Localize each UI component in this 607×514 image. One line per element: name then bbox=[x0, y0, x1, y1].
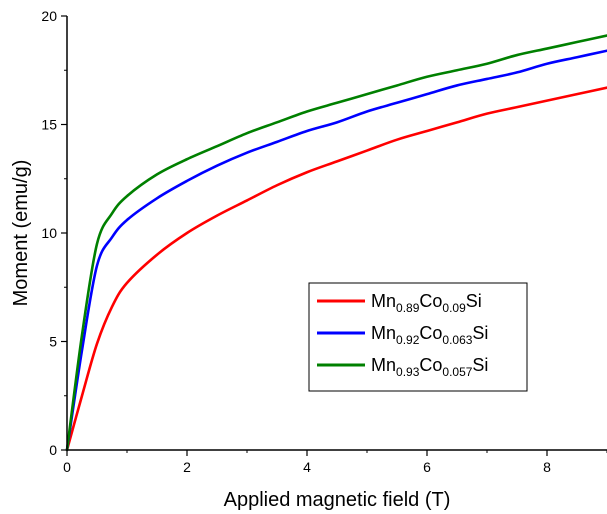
legend-subscript: 0.063 bbox=[442, 333, 472, 347]
y-tick-label: 5 bbox=[49, 334, 57, 350]
x-tick-label: 6 bbox=[423, 459, 431, 475]
series-line-1 bbox=[65, 86, 607, 452]
legend-text-part: Co bbox=[419, 355, 442, 375]
y-axis-title: Moment (emu/g) bbox=[10, 160, 32, 307]
legend-text-part: Si bbox=[472, 323, 488, 343]
x-tick-label: 8 bbox=[543, 459, 551, 475]
legend-subscript: 0.09 bbox=[442, 301, 466, 315]
legend-text-part: Si bbox=[466, 291, 482, 311]
series-line-3 bbox=[65, 34, 607, 452]
series-line-2 bbox=[65, 49, 607, 452]
x-axis-title: Applied magnetic field (T) bbox=[224, 489, 451, 511]
x-tick-label: 0 bbox=[63, 459, 71, 475]
y-tick-label: 10 bbox=[41, 225, 57, 241]
legend-subscript: 0.89 bbox=[396, 301, 420, 315]
legend-text-part: Mn bbox=[371, 323, 396, 343]
legend-text-part: Mn bbox=[371, 291, 396, 311]
legend-text-part: Mn bbox=[371, 355, 396, 375]
plot-area bbox=[65, 34, 607, 452]
legend: Mn0.89Co0.09SiMn0.92Co0.063SiMn0.93Co0.0… bbox=[308, 282, 528, 392]
legend-label: Mn0.92Co0.063Si bbox=[371, 323, 488, 347]
y-tick-label: 20 bbox=[41, 8, 57, 24]
axes: 0 2 4 6 8 0 5 10 15 20 bbox=[41, 8, 607, 475]
legend-subscript: 0.93 bbox=[396, 365, 420, 379]
legend-label: Mn0.89Co0.09Si bbox=[371, 291, 482, 315]
x-tick-label: 4 bbox=[303, 459, 311, 475]
legend-text-part: Co bbox=[419, 291, 442, 311]
y-tick-label: 0 bbox=[49, 442, 57, 458]
legend-text-part: Si bbox=[472, 355, 488, 375]
legend-label: Mn0.93Co0.057Si bbox=[371, 355, 488, 379]
y-tick-label: 15 bbox=[41, 117, 57, 133]
legend-text-part: Co bbox=[419, 323, 442, 343]
x-tick-label: 2 bbox=[183, 459, 191, 475]
legend-subscript: 0.057 bbox=[442, 365, 472, 379]
legend-subscript: 0.92 bbox=[396, 333, 420, 347]
